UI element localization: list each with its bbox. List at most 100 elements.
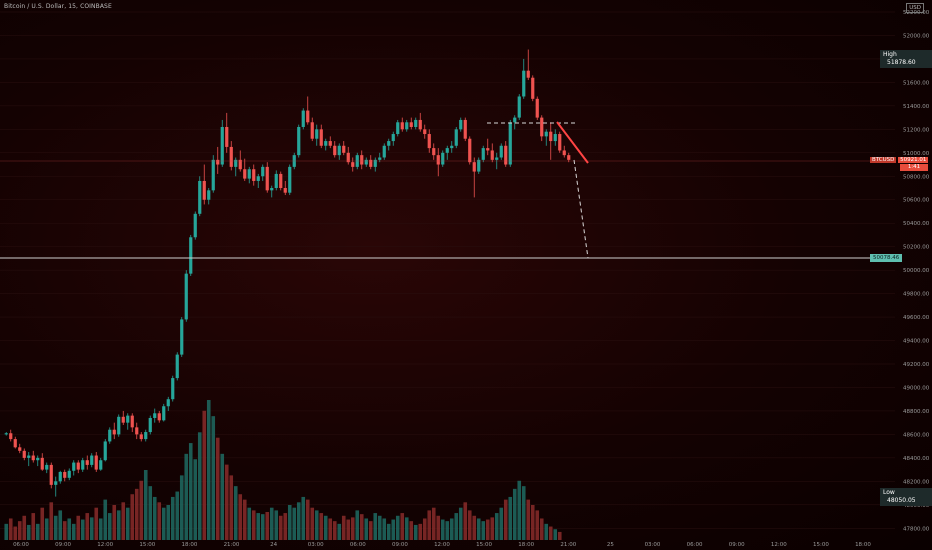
- volume-bar: [292, 507, 297, 540]
- y-tick-label: 50000.00: [903, 268, 930, 274]
- candle-body: [364, 159, 368, 165]
- volume-bars: [4, 400, 562, 540]
- volume-bar: [490, 517, 495, 540]
- y-tick-label: 50600.00: [903, 198, 930, 204]
- volume-bar: [467, 510, 472, 540]
- y-tick-label: 52200.00: [903, 10, 930, 16]
- volume-bar: [364, 518, 369, 540]
- candle-body: [4, 433, 8, 435]
- candle-body: [148, 417, 152, 433]
- grid: [0, 11, 895, 529]
- candle-body: [324, 141, 328, 146]
- candle-body: [90, 455, 94, 465]
- candle-body: [436, 155, 440, 165]
- low-label: Low 48050.05: [880, 488, 932, 506]
- candle-body: [522, 70, 526, 97]
- y-axis[interactable]: 47800.0048000.0048200.0048400.0048600.00…: [903, 10, 930, 532]
- volume-bar: [112, 505, 117, 540]
- candles: [4, 49, 571, 497]
- candle-body: [333, 145, 337, 156]
- volume-bar: [436, 515, 441, 540]
- candle-body: [76, 462, 80, 470]
- candle-body: [337, 145, 341, 156]
- volume-bar: [251, 510, 256, 540]
- candle-body: [423, 129, 427, 135]
- candle-body: [117, 416, 121, 435]
- y-tick-label: 51600.00: [903, 80, 930, 86]
- bar-countdown: 1:41: [900, 164, 928, 171]
- x-tick-label: 03:00: [308, 542, 324, 548]
- volume-bar: [166, 505, 171, 540]
- y-tick-label: 51400.00: [903, 104, 930, 110]
- candle-body: [360, 155, 364, 165]
- volume-bar: [337, 523, 342, 540]
- x-tick-label: 15:00: [813, 542, 829, 548]
- x-tick-label: 06:00: [13, 542, 29, 548]
- volume-bar: [296, 502, 301, 540]
- volume-bar: [22, 515, 27, 540]
- candle-body: [153, 413, 157, 418]
- candle-body: [369, 159, 373, 167]
- candle-body: [382, 145, 386, 158]
- volume-bar: [13, 526, 18, 540]
- volume-bar: [422, 518, 427, 540]
- x-tick-label: 18:00: [181, 542, 197, 548]
- candle-body: [490, 150, 494, 160]
- candle-body: [202, 180, 206, 200]
- volume-bar: [386, 523, 391, 540]
- trend-line[interactable]: [556, 121, 589, 164]
- y-tick-label: 48800.00: [903, 409, 930, 415]
- candle-body: [499, 145, 503, 158]
- volume-bar: [94, 507, 99, 540]
- candle-body: [427, 134, 431, 149]
- candle-body: [297, 126, 301, 156]
- candle-body: [441, 152, 445, 165]
- candle-body: [531, 77, 535, 99]
- x-tick-label: 09:00: [729, 542, 745, 548]
- candle-body: [157, 413, 161, 421]
- volume-bar: [242, 499, 247, 540]
- x-tick-label: 15:00: [476, 542, 492, 548]
- chart-title: Bitcoin / U.S. Dollar, 15, COINBASE: [4, 3, 112, 10]
- volume-bar: [409, 521, 414, 540]
- volume-bar: [40, 507, 45, 540]
- candle-body: [72, 462, 76, 471]
- currency-badge[interactable]: USD: [906, 3, 924, 13]
- volume-bar: [26, 524, 31, 540]
- volume-bar: [481, 521, 486, 540]
- volume-bar: [76, 515, 81, 540]
- volume-bar: [521, 486, 526, 540]
- volume-bar: [368, 521, 373, 540]
- volume-bar: [472, 515, 477, 540]
- hline-price-tag[interactable]: 50078.46: [870, 254, 903, 262]
- projection-line[interactable]: [573, 159, 589, 259]
- volume-bar: [535, 510, 540, 540]
- x-tick-label: 03:00: [645, 542, 661, 548]
- volume-bar: [463, 502, 468, 540]
- volume-bar: [512, 488, 517, 540]
- volume-bar: [130, 494, 135, 540]
- low-value: 48050.05: [887, 497, 916, 504]
- candle-body: [558, 134, 562, 151]
- volume-bar: [445, 521, 450, 540]
- volume-bar: [148, 486, 153, 540]
- x-axis[interactable]: 06:00 09:00 12:00 15:00 18:00 21:00 24 03:00 06:…: [13, 542, 871, 548]
- volume-bar: [508, 496, 513, 540]
- volume-bar: [71, 523, 76, 540]
- volume-bar: [283, 513, 288, 540]
- y-tick-label: 48600.00: [903, 432, 930, 438]
- volume-bar: [265, 512, 270, 540]
- volume-bar: [211, 416, 216, 540]
- volume-bar: [206, 400, 211, 540]
- volume-bar: [328, 518, 333, 540]
- volume-bar: [89, 517, 94, 540]
- candle-body: [121, 416, 125, 423]
- candle-body: [306, 110, 310, 123]
- candle-body: [31, 455, 35, 461]
- candle-body: [459, 119, 463, 130]
- y-tick-label: 50400.00: [903, 221, 930, 227]
- volume-bar: [121, 502, 126, 540]
- x-tick-label: 09:00: [392, 542, 408, 548]
